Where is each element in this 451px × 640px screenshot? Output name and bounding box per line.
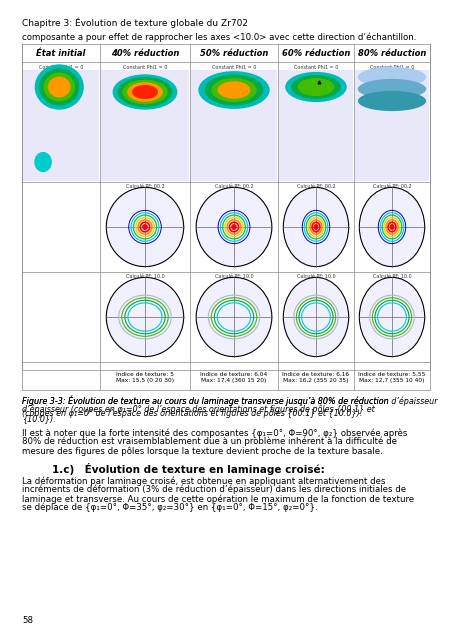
Text: Calculé PF: 10.0: Calculé PF: 10.0	[296, 274, 335, 279]
Bar	[25, 140, 32, 147]
Bar	[25, 160, 32, 167]
Ellipse shape	[211, 78, 256, 102]
Ellipse shape	[359, 277, 424, 356]
Ellipse shape	[291, 75, 340, 99]
Text: d’épaisseur (coupes en φ₁=0° de l’espace des orientations et figures de pôles {0: d’épaisseur (coupes en φ₁=0° de l’espace…	[22, 405, 374, 415]
Ellipse shape	[48, 77, 70, 97]
Ellipse shape	[283, 188, 348, 267]
Ellipse shape	[389, 224, 394, 230]
Bar	[25, 120, 32, 127]
Text: Calculé PF: 00.2: Calculé PF: 00.2	[296, 184, 335, 189]
Text: composante a pour effet de rapprocher les axes <10.0> avec cette direction d’éch: composante a pour effet de rapprocher le…	[22, 32, 415, 42]
Ellipse shape	[127, 83, 162, 102]
Text: 1.c) Évolution de texture en laminage croisé:: 1.c) Évolution de texture en laminage cr…	[52, 463, 324, 475]
Text: Calculé PF: 00.2: Calculé PF: 00.2	[125, 184, 164, 189]
Text: 60% réduction: 60% réduction	[281, 49, 350, 58]
Text: 11.20: 11.20	[35, 147, 56, 156]
Ellipse shape	[198, 71, 269, 109]
Ellipse shape	[313, 224, 318, 230]
Bar	[23, 70, 99, 181]
Bar	[22, 44, 429, 370]
Bar	[25, 80, 32, 87]
Ellipse shape	[196, 188, 271, 267]
Bar	[278, 70, 352, 181]
Ellipse shape	[359, 188, 424, 267]
Bar	[25, 90, 32, 97]
Text: Il est à noter que la forte intensité des composantes {φ₁=0°, Φ=90°, φ₂} observé: Il est à noter que la forte intensité de…	[22, 428, 406, 438]
Text: Chapitre 3: Évolution de texture globale du Zr702: Chapitre 3: Évolution de texture globale…	[22, 18, 248, 29]
Ellipse shape	[106, 277, 183, 356]
Text: 80% de réduction est vraisemblablement due à un problème inhérent à la difficult: 80% de réduction est vraisemblablement d…	[22, 437, 396, 447]
Text: 2.00: 2.00	[35, 97, 52, 106]
Ellipse shape	[196, 277, 271, 356]
Ellipse shape	[39, 68, 79, 106]
Text: 40% réduction: 40% réduction	[110, 49, 179, 58]
Ellipse shape	[35, 65, 83, 109]
Ellipse shape	[112, 74, 177, 109]
Text: Constant Phi1 = 0: Constant Phi1 = 0	[293, 65, 337, 70]
Ellipse shape	[204, 74, 262, 106]
Text: Calculé PF: 10.0: Calculé PF: 10.0	[372, 274, 410, 279]
Text: 50% réduction: 50% réduction	[199, 49, 267, 58]
Text: Niveaux: Niveaux	[27, 72, 68, 81]
Text: 8.00: 8.00	[35, 137, 52, 146]
Text: incréments de déformation (3% de réduction d’épaisseur) dans les directions init: incréments de déformation (3% de réducti…	[22, 485, 405, 495]
Text: laminage et transverse. Au cours de cette opération le maximum de la fonction de: laminage et transverse. Au cours de cett…	[22, 494, 413, 504]
Text: Indice de texture: 6,16
Max: 16,2 (355 20 35): Indice de texture: 6,16 Max: 16,2 (355 2…	[282, 372, 349, 383]
Ellipse shape	[132, 85, 157, 99]
Bar	[191, 70, 276, 181]
Text: Indice de texture: 5,55
Max: 12,7 (355 10 40): Indice de texture: 5,55 Max: 12,7 (355 1…	[358, 372, 425, 383]
Text: Calculé PF: 00.2: Calculé PF: 00.2	[372, 184, 410, 189]
Ellipse shape	[357, 79, 425, 99]
Text: {10.0}).: {10.0}).	[22, 414, 55, 423]
Ellipse shape	[43, 72, 75, 102]
Ellipse shape	[122, 79, 167, 104]
Ellipse shape	[230, 224, 236, 230]
Ellipse shape	[217, 81, 250, 99]
Text: 2.80: 2.80	[35, 107, 51, 116]
Bar	[25, 100, 32, 107]
Ellipse shape	[117, 77, 172, 107]
Text: Calculé PF: 10.0: Calculé PF: 10.0	[214, 274, 253, 279]
Text: Calculé PF: 10.0: Calculé PF: 10.0	[125, 274, 164, 279]
Text: Constant Phi1 = 0: Constant Phi1 = 0	[369, 65, 413, 70]
Text: Constant Phi1 = 0: Constant Phi1 = 0	[123, 65, 167, 70]
Bar	[25, 150, 32, 157]
Text: 80% réduction: 80% réduction	[357, 49, 425, 58]
Bar	[101, 70, 189, 181]
Text: mesure des figures de pôles lorsque la texture devient proche de la texture basa: mesure des figures de pôles lorsque la t…	[22, 446, 382, 456]
Text: 58: 58	[22, 616, 33, 625]
Ellipse shape	[283, 277, 348, 356]
Text: Calculé PF: 00.2: Calculé PF: 00.2	[214, 184, 253, 189]
Ellipse shape	[297, 78, 334, 96]
Text: se déplace de {φ₁=0°, Φ=35°, φ₂=30°} en {φ₁=0°, Φ=15°, φ₂=0°}.: se déplace de {φ₁=0°, Φ=35°, φ₂=30°} en …	[22, 503, 317, 513]
Text: Indice de texture: 5
Max: 15,5 (0 20 30): Indice de texture: 5 Max: 15,5 (0 20 30)	[115, 372, 174, 383]
Text: État initial: État initial	[36, 49, 86, 58]
Text: 0.70: 0.70	[35, 77, 52, 86]
Ellipse shape	[357, 91, 425, 111]
Text: 1.40: 1.40	[35, 87, 52, 96]
Ellipse shape	[106, 188, 183, 267]
Text: 5.60: 5.60	[35, 127, 52, 136]
Bar	[25, 110, 32, 117]
Text: Figure 3-3: Évolution de texture au cours du laminage transverse jusqu’à 80% de : Figure 3-3: Évolution de texture au cour…	[22, 396, 437, 417]
Text: Constant Phi1 = 0: Constant Phi1 = 0	[39, 65, 83, 70]
Ellipse shape	[285, 72, 346, 102]
Ellipse shape	[142, 224, 147, 230]
Text: Indice de texture: 6,04
Max: 17,4 (360 15 20): Indice de texture: 6,04 Max: 17,4 (360 1…	[200, 372, 267, 383]
Bar	[25, 130, 32, 137]
Bar	[354, 70, 428, 181]
Text: La déformation par laminage croisé, est obtenue en appliquant alternativement de: La déformation par laminage croisé, est …	[22, 476, 385, 486]
Text: 4.00: 4.00	[35, 117, 52, 126]
Ellipse shape	[34, 152, 52, 172]
Text: Figure 3-3: Évolution de texture au cours du laminage transverse jusqu’à 80% de : Figure 3-3: Évolution de texture au cour…	[22, 396, 388, 406]
Ellipse shape	[357, 67, 425, 87]
Text: 16.00: 16.00	[35, 157, 57, 166]
Text: Constant Phi1 = 0: Constant Phi1 = 0	[212, 65, 256, 70]
